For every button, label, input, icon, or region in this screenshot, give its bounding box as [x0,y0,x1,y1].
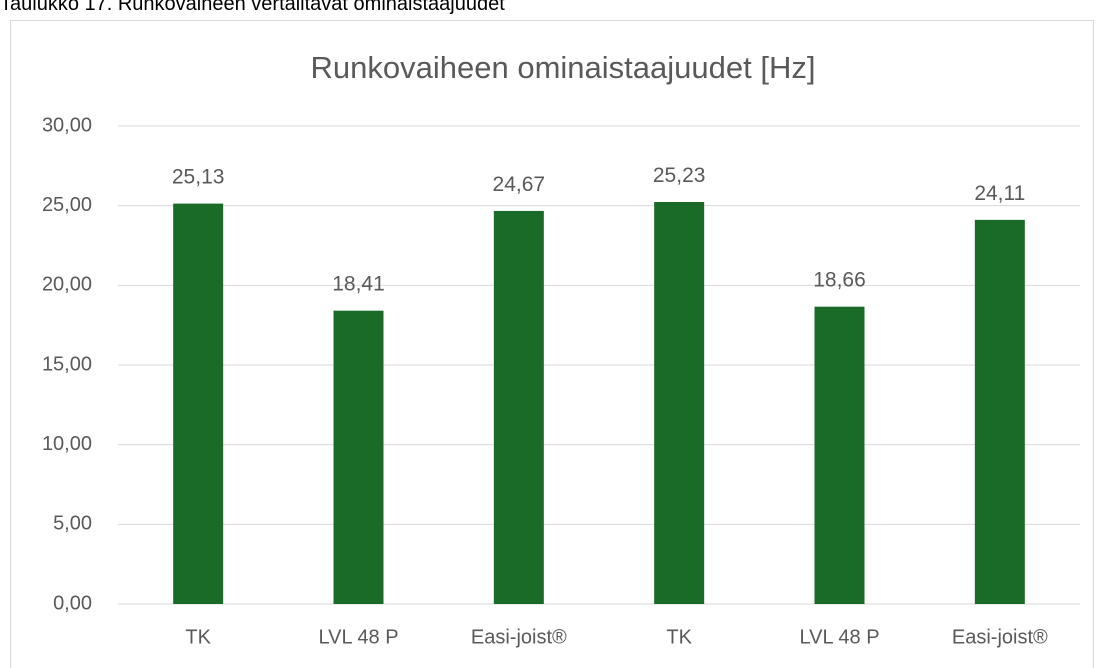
chart-title: Runkovaiheen ominaistaajuudet [Hz] [311,50,816,85]
data-label: 18,41 [332,273,385,296]
chart-frame [10,20,1094,668]
x-tick-label: Easi-joist® [952,626,1048,648]
y-tick-label: 5,00 [53,513,92,535]
data-label: 24,11 [974,182,1025,205]
x-tick-label: LVL 48 P [799,626,879,648]
y-tick-label: 0,00 [53,592,92,614]
bar [173,203,224,604]
bar [333,310,384,604]
y-tick-label: 30,00 [42,114,92,136]
y-tick-label: 15,00 [42,353,92,375]
bar [654,202,705,604]
x-tick-label: TK [185,626,211,648]
bar [814,306,865,604]
x-tick-label: Easi-joist® [471,626,567,648]
y-tick-label: 20,00 [42,274,92,296]
caption: Taulukko 17. Runkovaiheen vertailtavat o… [0,0,505,15]
bar [493,210,544,604]
data-label: 18,66 [813,269,866,292]
data-label: 25,13 [172,166,225,189]
y-tick-label: 10,00 [42,433,92,455]
bar [974,219,1025,604]
x-tick-label: LVL 48 P [318,626,398,648]
data-label: 25,23 [653,164,706,187]
x-tick-label: TK [666,626,692,648]
y-tick-label: 25,00 [42,194,92,216]
data-label: 24,67 [493,173,546,196]
